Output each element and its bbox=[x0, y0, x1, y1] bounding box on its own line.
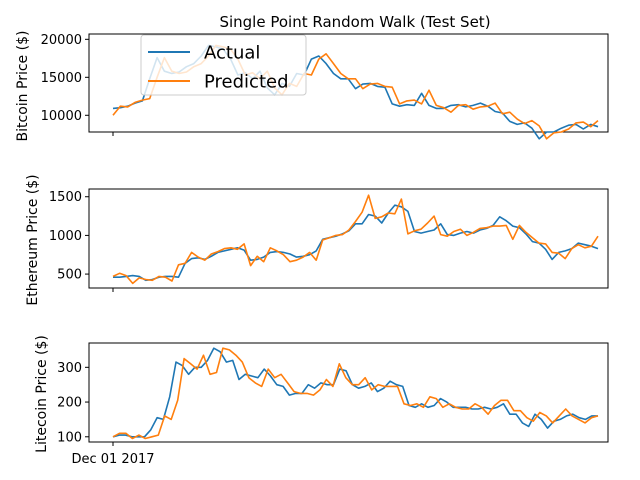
y-axis-label: Litecoin Price ($) bbox=[34, 335, 50, 453]
y-tick-label: 300 bbox=[57, 361, 82, 376]
panel-3: 100 200 300 Dec 01 2017 Litecoin Price ($) bbox=[34, 335, 609, 467]
y-tick-label: 100 bbox=[57, 430, 82, 445]
y-tick-label: 1500 bbox=[49, 190, 82, 205]
chart-panels: 10000 15000 20000 Bitcoin Price ($) 500 1000 1… bbox=[15, 31, 609, 467]
plot-frame bbox=[88, 33, 609, 133]
y-tick-label: 1000 bbox=[49, 229, 82, 244]
y-tick-label: 500 bbox=[57, 268, 82, 283]
legend-entry-predicted: Predicted bbox=[204, 72, 289, 93]
y-tick-label: 10000 bbox=[41, 109, 82, 124]
panel-2: 500 1000 1500 Ethereum Price ($) bbox=[25, 174, 609, 306]
y-tick-label: 15000 bbox=[41, 71, 82, 86]
legend-entry-actual: Actual bbox=[204, 43, 260, 64]
y-axis-label: Ethereum Price ($) bbox=[25, 174, 41, 305]
y-tick-label: 20000 bbox=[41, 33, 82, 48]
plot-frame bbox=[88, 342, 609, 443]
y-tick-label: 200 bbox=[57, 396, 82, 411]
legend: Actual Predicted bbox=[140, 34, 307, 96]
series-line-predicted bbox=[112, 347, 599, 440]
series-line-predicted bbox=[112, 194, 599, 285]
x-tick-label: Dec 01 2017 bbox=[71, 452, 154, 467]
chart-title: Single Point Random Walk (Test Set) bbox=[219, 13, 490, 31]
panel-1: 10000 15000 20000 Bitcoin Price ($) bbox=[15, 31, 609, 142]
y-axis-label: Bitcoin Price ($) bbox=[15, 31, 31, 142]
series-line-actual bbox=[112, 347, 598, 438]
series-line-actual bbox=[113, 204, 599, 282]
plot-frame bbox=[88, 188, 609, 289]
